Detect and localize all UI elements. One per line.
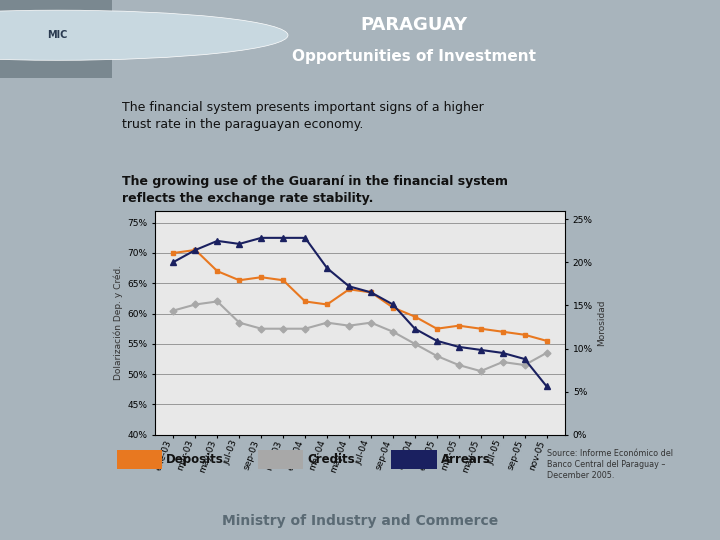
Text: Source: Informe Económico del
Banco Central del Paraguay –
December 2005.: Source: Informe Económico del Banco Cent… <box>547 449 673 481</box>
Bar <box>0 0 112 78</box>
Text: The financial system presents important signs of a higher
trust rate in the para: The financial system presents important … <box>122 100 484 131</box>
Circle shape <box>0 10 288 60</box>
Text: Arrears: Arrears <box>441 453 490 466</box>
Text: PARAGUAY: PARAGUAY <box>361 16 467 34</box>
Y-axis label: Morosidad: Morosidad <box>597 299 606 346</box>
Bar <box>392 450 436 469</box>
Bar <box>258 450 303 469</box>
Y-axis label: Dolarización Dep. y Créd.: Dolarización Dep. y Créd. <box>113 265 123 380</box>
Text: Credits: Credits <box>307 453 355 466</box>
Text: Ministry of Industry and Commerce: Ministry of Industry and Commerce <box>222 514 498 528</box>
Text: MIC: MIC <box>48 30 68 40</box>
Bar <box>117 450 162 469</box>
Text: Opportunities of Investment: Opportunities of Investment <box>292 49 536 64</box>
Text: The growing use of the Guaraní in the financial system
reflects the exchange rat: The growing use of the Guaraní in the fi… <box>122 174 508 205</box>
Text: Deposits: Deposits <box>166 453 224 466</box>
